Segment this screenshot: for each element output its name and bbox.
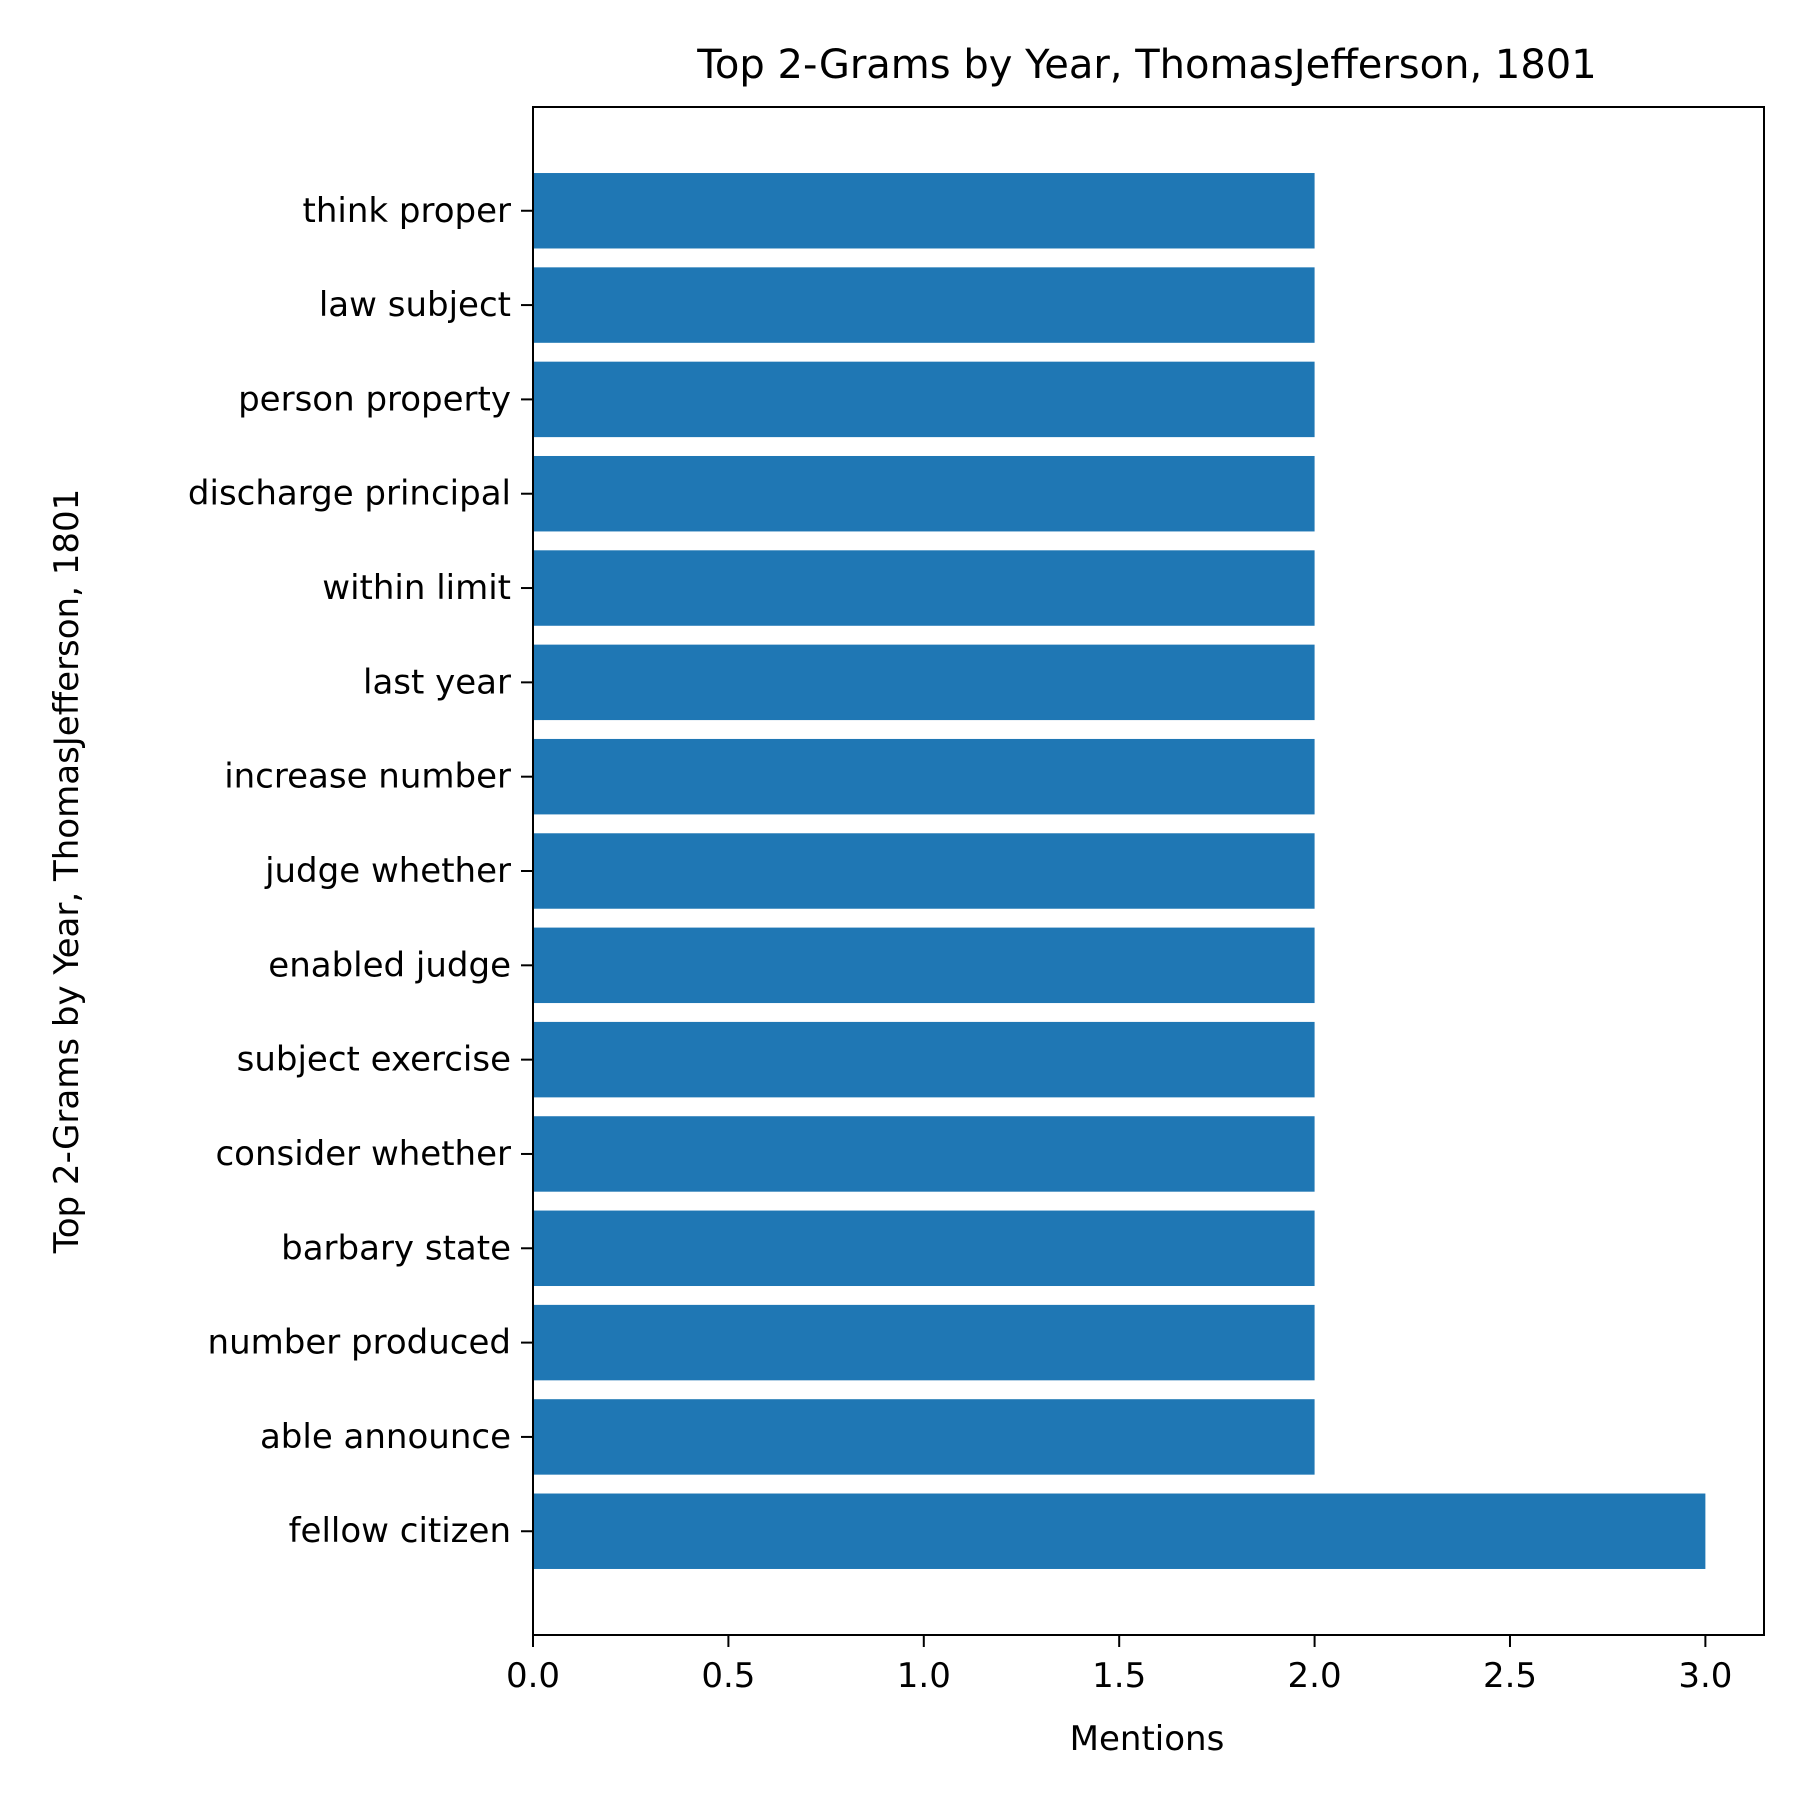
y-tick-label: think proper — [303, 191, 511, 231]
bar-law-subject — [533, 267, 1315, 343]
x-ticks-group: 0.0 0.5 1.0 1.5 2.0 2.5 3.0 — [506, 1635, 1732, 1696]
y-tick-label: fellow citizen — [289, 1511, 511, 1551]
x-tick-label: 3.0 — [1678, 1656, 1732, 1696]
y-tick-label: enabled judge — [268, 945, 511, 985]
y-tick-label: subject exercise — [237, 1040, 511, 1080]
y-tick-label: consider whether — [215, 1134, 511, 1174]
x-tick-label: 1.5 — [1092, 1656, 1146, 1696]
bar-within-limit — [533, 550, 1315, 626]
x-tick-label: 0.5 — [701, 1656, 755, 1696]
chart-title: Top 2-Grams by Year, ThomasJefferson, 18… — [696, 42, 1596, 88]
bar-consider-whether — [533, 1116, 1315, 1192]
x-tick-label: 0.0 — [506, 1656, 560, 1696]
x-tick-label: 2.0 — [1288, 1656, 1342, 1696]
bars-group — [533, 173, 1706, 1569]
y-tick-label: discharge principal — [188, 474, 511, 514]
x-axis-label: Mentions — [1070, 1719, 1225, 1759]
bar-able-announce — [533, 1399, 1315, 1475]
bar-think-proper — [533, 173, 1315, 249]
y-tick-label: number produced — [208, 1323, 511, 1363]
bar-number-produced — [533, 1304, 1315, 1381]
bar-person-property — [533, 361, 1315, 438]
y-tick-label: law subject — [319, 285, 511, 325]
y-ticks-group: fellow citizen able announce number produc… — [188, 191, 533, 1551]
y-tick-label: able announce — [260, 1417, 511, 1457]
bar-discharge-principal — [533, 455, 1315, 532]
y-axis-label: Top 2-Grams by Year, ThomasJefferson, 18… — [47, 489, 87, 1255]
bar-fellow-citizen — [533, 1493, 1706, 1569]
bar-last-year — [533, 644, 1315, 721]
y-tick-label: judge whether — [264, 851, 511, 891]
y-tick-label: last year — [363, 662, 511, 702]
y-tick-label: within limit — [322, 568, 511, 608]
y-tick-label: person property — [238, 379, 511, 419]
bar-enabled-judge — [533, 927, 1315, 1004]
bar-subject-exercise — [533, 1021, 1315, 1098]
x-tick-label: 1.0 — [897, 1656, 951, 1696]
bar-increase-number — [533, 738, 1315, 815]
y-tick-label: barbary state — [281, 1228, 511, 1268]
x-tick-label: 2.5 — [1483, 1656, 1537, 1696]
bar-barbary-state — [533, 1210, 1315, 1287]
bar-judge-whether — [533, 833, 1315, 909]
y-tick-label: increase number — [224, 757, 511, 797]
